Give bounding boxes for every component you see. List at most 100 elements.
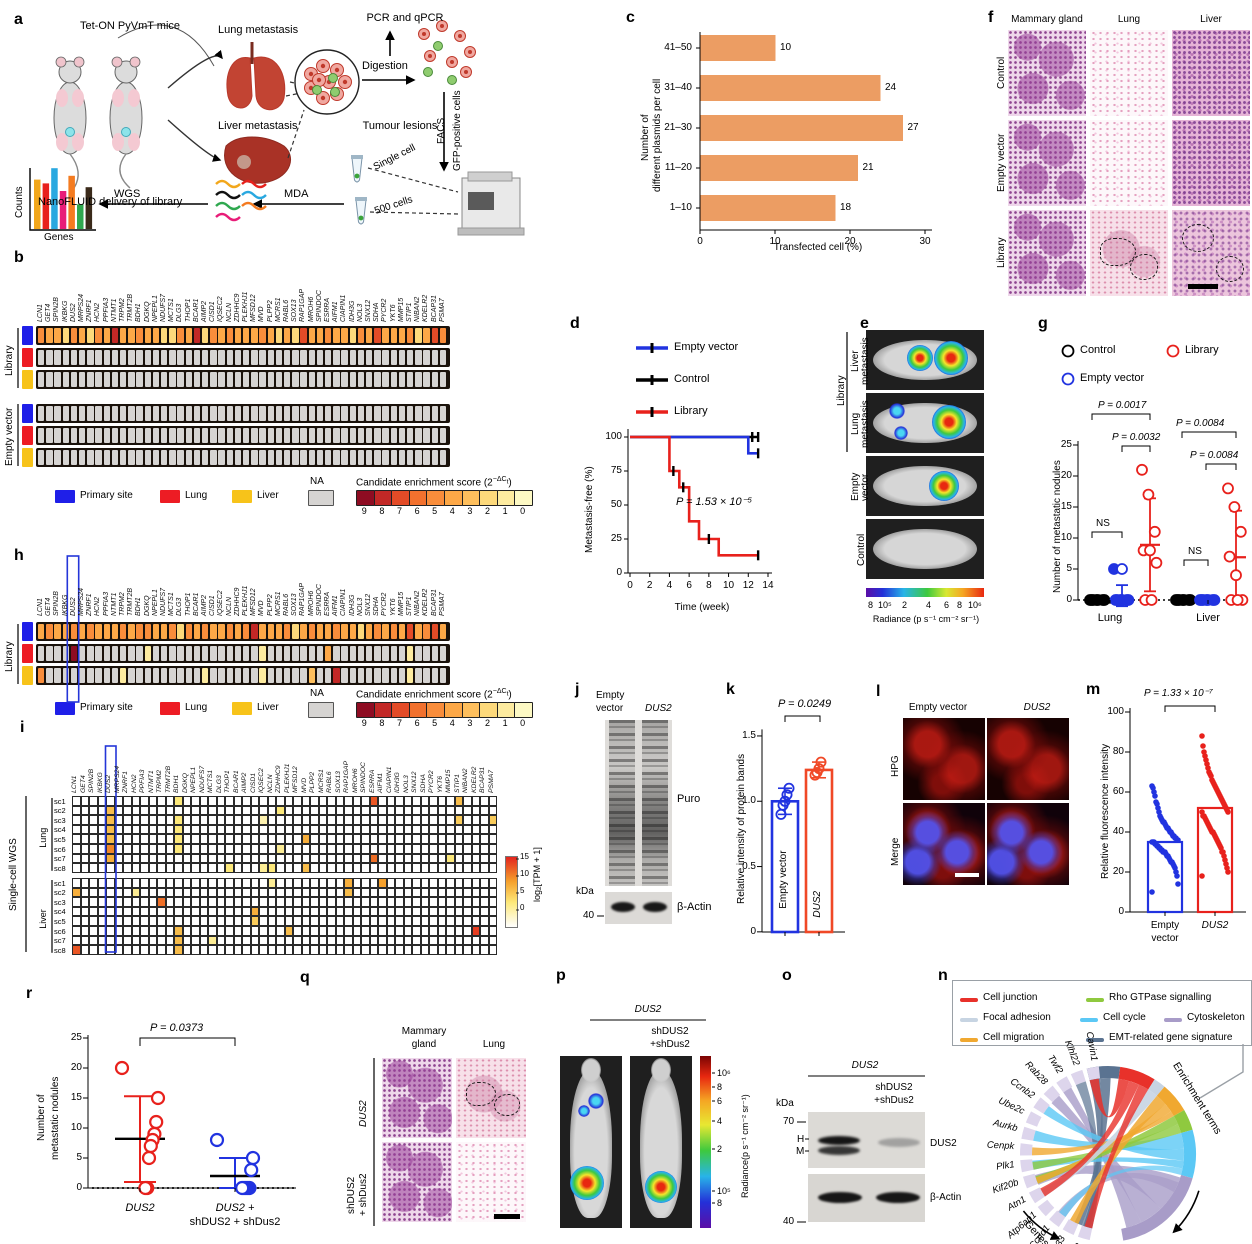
heatmap-cell [202, 624, 209, 639]
i-cell [233, 844, 242, 854]
heatmap-cell [226, 668, 233, 683]
i-cell [276, 863, 285, 873]
i-cell [420, 853, 429, 864]
heatmap-cell [202, 406, 209, 421]
d-ylabel: Metastasis-free (%) [584, 466, 595, 554]
site-chip [22, 426, 33, 445]
i-cell [352, 863, 361, 873]
heatmap-strip [36, 404, 450, 423]
heatmap-cell [111, 450, 119, 465]
heatmap-cell [423, 646, 430, 661]
i-cell [378, 805, 387, 816]
o-H: H [797, 1134, 805, 1145]
i-cell [216, 815, 225, 825]
i-cell [361, 834, 370, 844]
heatmap-cell [366, 428, 373, 443]
i-cell [72, 863, 81, 873]
i-cell [403, 844, 412, 854]
gene-label: MCRS1 [274, 591, 282, 616]
heatmap-cell [54, 328, 61, 343]
f-row-label: Library [996, 237, 1007, 269]
gene-label: NCLN [225, 596, 233, 616]
gene-label: DGKQ [143, 301, 151, 322]
score-tick: 3 [467, 718, 473, 728]
heatmap-cell [357, 428, 365, 443]
i-cell [480, 805, 489, 816]
i-row-label: sc4 [54, 907, 66, 917]
heatmap-cell [316, 372, 324, 387]
heatmap-cell [120, 428, 127, 443]
heatmap-cell [136, 350, 143, 365]
k-ytick: 0 [750, 925, 756, 937]
g-ytick: 10 [1060, 532, 1072, 543]
i-cell [157, 805, 166, 816]
i-cell [174, 853, 183, 864]
i-cell [488, 853, 497, 864]
i-scale-label: log2[TPM + 1] [532, 820, 544, 930]
i-cell [131, 878, 140, 888]
i-cell [454, 796, 463, 806]
heatmap-cell [243, 624, 250, 639]
heatmap-cell [349, 450, 356, 465]
heatmap-cell [243, 372, 250, 387]
i-cell [318, 805, 327, 816]
gene-label: NOL3 [356, 597, 364, 616]
gene-label: NOL3 [356, 303, 364, 322]
i-row-label: sc1 [54, 878, 66, 888]
i-cell [165, 815, 174, 825]
i-cell [437, 844, 446, 854]
heatmap-cell [243, 328, 250, 343]
heatmap-cell [128, 328, 135, 343]
i-row-label: sc2 [54, 888, 66, 898]
heatmap-cell [243, 668, 250, 683]
schematic-facs-label: FACS [436, 117, 447, 145]
gene-label: MMP15 [397, 591, 405, 616]
gene-label: STIP1 [406, 302, 413, 322]
legend-liver-chip [232, 490, 252, 503]
heatmap-cell [226, 646, 233, 661]
i-cell [80, 878, 89, 888]
heatmap-cell [333, 328, 340, 343]
heatmap-cell [38, 450, 45, 465]
heatmap-cell [267, 450, 274, 465]
gene-label: BDH1 [135, 597, 143, 616]
gene-label: PPFIA3 [102, 297, 110, 322]
heatmap-cell [316, 428, 324, 443]
heatmap-cell [103, 406, 110, 421]
heatmap-cell [161, 406, 168, 421]
heatmap-cell [341, 624, 348, 639]
heatmap-cell [169, 428, 176, 443]
heatmap-cell [62, 406, 69, 421]
i-cell [233, 853, 242, 864]
f-row-label: Empty vector [996, 133, 1007, 193]
j-lane1-label: Empty [596, 690, 625, 701]
e-colorbar-tick: 8 [868, 600, 874, 610]
schematic-liver-label: Liver metastasis [218, 120, 298, 132]
c-ytick: 11–20 [664, 162, 692, 173]
i-title: Single-cell WGS [8, 838, 19, 912]
heatmap-cell [398, 406, 406, 421]
site-chip [22, 644, 33, 663]
heatmap-cell [144, 624, 151, 639]
i-cell [148, 834, 157, 844]
heatmap-cell [169, 350, 176, 365]
heatmap-cell [128, 450, 135, 465]
i-cell [174, 887, 183, 898]
i-cell [191, 863, 200, 873]
heatmap-cell [316, 328, 324, 343]
legend-na-label: NA [310, 688, 324, 699]
gene-label: RABL6 [283, 593, 290, 616]
g-legend-control: Control [1080, 344, 1116, 356]
e-colorbar-tick: 10⁶ [968, 600, 982, 610]
heatmap-cell [431, 350, 438, 365]
m-p-value: P = 1.33 × 10⁻⁷ [1144, 688, 1213, 699]
heatmap-cell [38, 328, 45, 343]
heatmap-cell [136, 646, 143, 661]
i-cell [463, 805, 472, 816]
i-cell [429, 853, 438, 864]
site-chip [22, 666, 33, 685]
panel-label-d: d [570, 315, 580, 332]
i-cell [395, 844, 404, 854]
p-colorbar-tick: 8 [717, 1198, 723, 1208]
i-cell [463, 853, 472, 864]
